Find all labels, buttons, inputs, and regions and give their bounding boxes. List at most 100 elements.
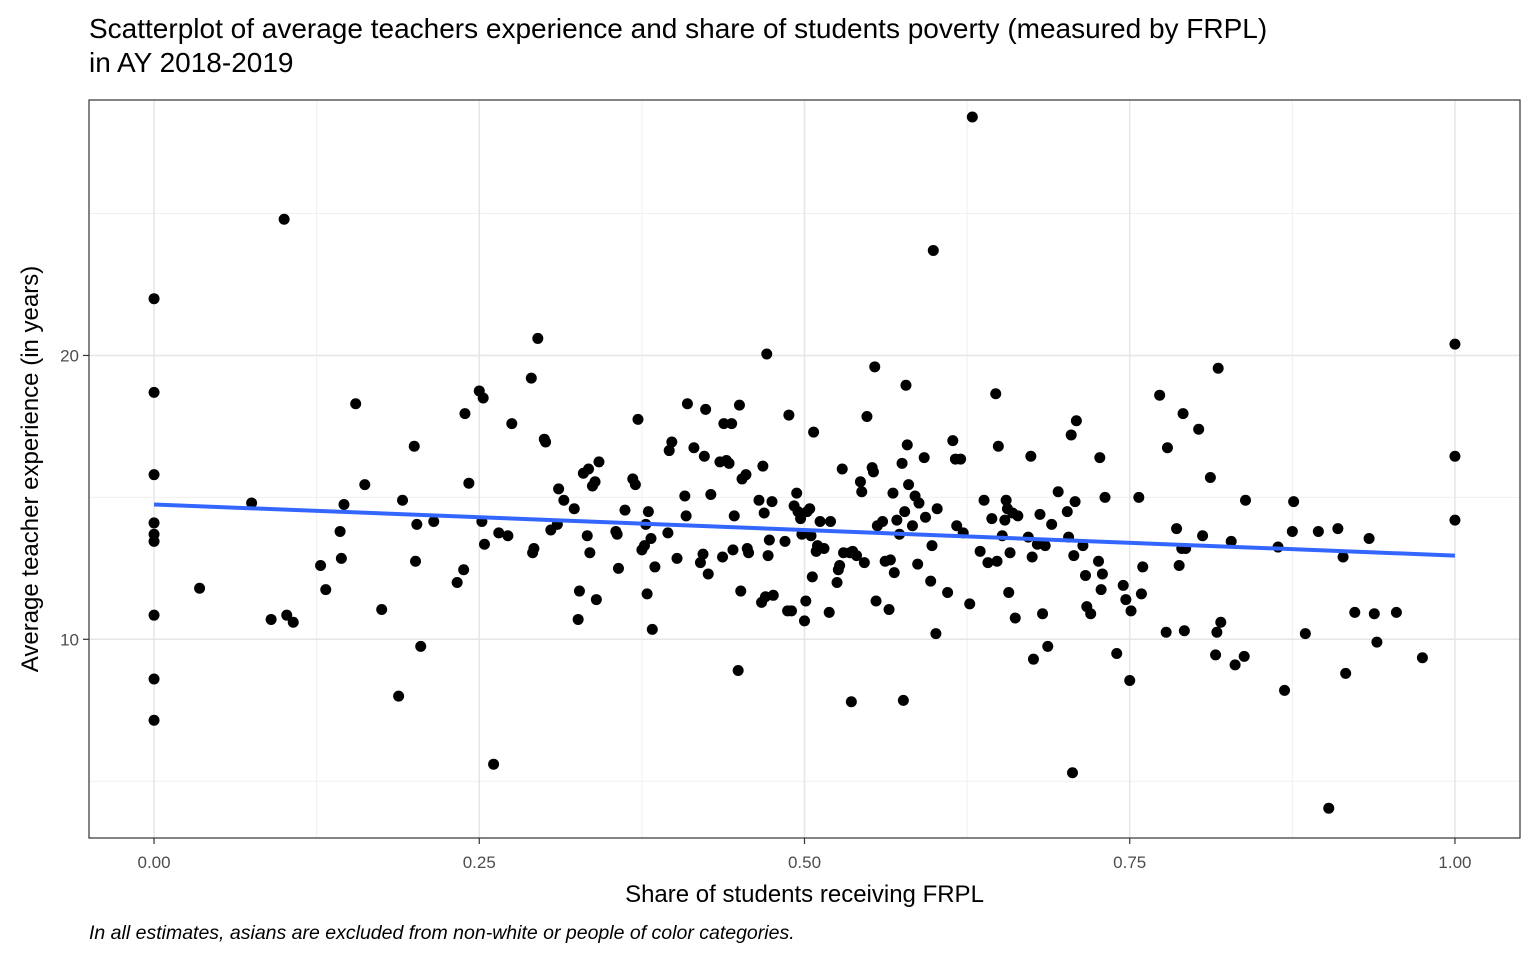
data-point <box>1012 510 1024 522</box>
data-point <box>717 551 729 563</box>
chart-caption: In all estimates, asians are excluded fr… <box>89 922 795 944</box>
data-point <box>287 616 299 628</box>
data-point <box>451 577 463 589</box>
data-point <box>735 585 747 597</box>
data-point <box>1212 362 1224 374</box>
data-point <box>856 486 868 498</box>
data-point <box>581 530 593 542</box>
data-point <box>540 436 552 448</box>
data-point <box>825 516 837 528</box>
trend-line <box>153 502 1456 558</box>
data-point <box>888 567 900 579</box>
data-point <box>148 469 160 481</box>
trend-line-layer <box>153 502 1456 558</box>
data-point <box>1340 667 1352 679</box>
data-point <box>1039 540 1051 552</box>
data-point <box>791 487 803 499</box>
data-point <box>478 538 490 550</box>
data-point <box>315 560 327 572</box>
data-point <box>1288 496 1300 508</box>
data-point <box>568 503 580 515</box>
data-point <box>705 489 717 501</box>
data-point <box>148 714 160 726</box>
data-point <box>1238 650 1250 662</box>
data-point <box>1003 586 1015 598</box>
data-point <box>681 398 693 410</box>
data-point <box>964 598 976 610</box>
data-point <box>901 439 913 451</box>
data-point <box>1079 569 1091 581</box>
data-point <box>1416 652 1428 664</box>
data-point <box>861 410 873 422</box>
data-point <box>502 530 514 542</box>
data-point <box>338 498 350 510</box>
data-point <box>641 588 653 600</box>
data-point <box>702 568 714 580</box>
data-point <box>851 550 863 562</box>
data-point <box>942 586 954 598</box>
data-point <box>680 510 692 522</box>
data-point <box>1009 612 1021 624</box>
data-point <box>671 552 683 564</box>
data-point <box>415 640 427 652</box>
data-point <box>1173 560 1185 572</box>
data-point <box>1449 514 1461 526</box>
data-point <box>1337 551 1349 563</box>
data-point <box>999 514 1011 526</box>
data-point <box>589 476 601 488</box>
data-point <box>906 520 918 532</box>
data-point <box>698 450 710 462</box>
data-point <box>663 445 675 457</box>
data-point <box>649 561 661 573</box>
data-point <box>1034 508 1046 520</box>
data-point <box>930 628 942 640</box>
data-points <box>148 111 1461 814</box>
data-point <box>1390 606 1402 618</box>
data-point <box>1042 640 1054 652</box>
data-point <box>990 388 1002 400</box>
data-point <box>694 557 706 569</box>
data-point <box>1085 608 1097 620</box>
data-point <box>1125 605 1137 617</box>
data-point <box>900 379 912 391</box>
data-point <box>246 497 258 509</box>
data-point <box>1000 494 1012 506</box>
data-point <box>1349 606 1361 618</box>
data-point <box>632 413 644 425</box>
data-point <box>1068 550 1080 562</box>
data-point <box>986 513 998 525</box>
y-tick-label: 10 <box>60 630 79 649</box>
data-point <box>955 453 967 465</box>
data-point <box>1299 628 1311 640</box>
x-axis-title: Share of students receiving FRPL <box>625 881 984 908</box>
data-point <box>891 514 903 526</box>
data-point <box>727 544 739 556</box>
data-point <box>800 595 812 607</box>
data-point <box>359 479 371 491</box>
data-point <box>1211 626 1223 638</box>
data-point <box>1096 568 1108 580</box>
data-point <box>1095 584 1107 596</box>
data-point <box>913 497 925 509</box>
data-point <box>982 557 994 569</box>
data-point <box>978 494 990 506</box>
data-point <box>525 372 537 384</box>
data-point <box>488 758 500 770</box>
data-point <box>795 513 807 525</box>
x-tick-label: 0.50 <box>788 853 821 872</box>
data-point <box>1161 442 1173 454</box>
data-point <box>785 605 797 617</box>
data-point <box>1368 608 1380 620</box>
data-point <box>925 575 937 587</box>
data-point <box>1070 415 1082 427</box>
data-point <box>679 490 691 502</box>
data-point <box>1178 625 1190 637</box>
x-tick-label: 0.25 <box>463 853 496 872</box>
data-point <box>1371 636 1383 648</box>
data-point <box>726 418 738 430</box>
data-point <box>814 516 826 528</box>
data-point <box>1037 608 1049 620</box>
data-point <box>697 548 709 560</box>
data-point <box>642 506 654 518</box>
